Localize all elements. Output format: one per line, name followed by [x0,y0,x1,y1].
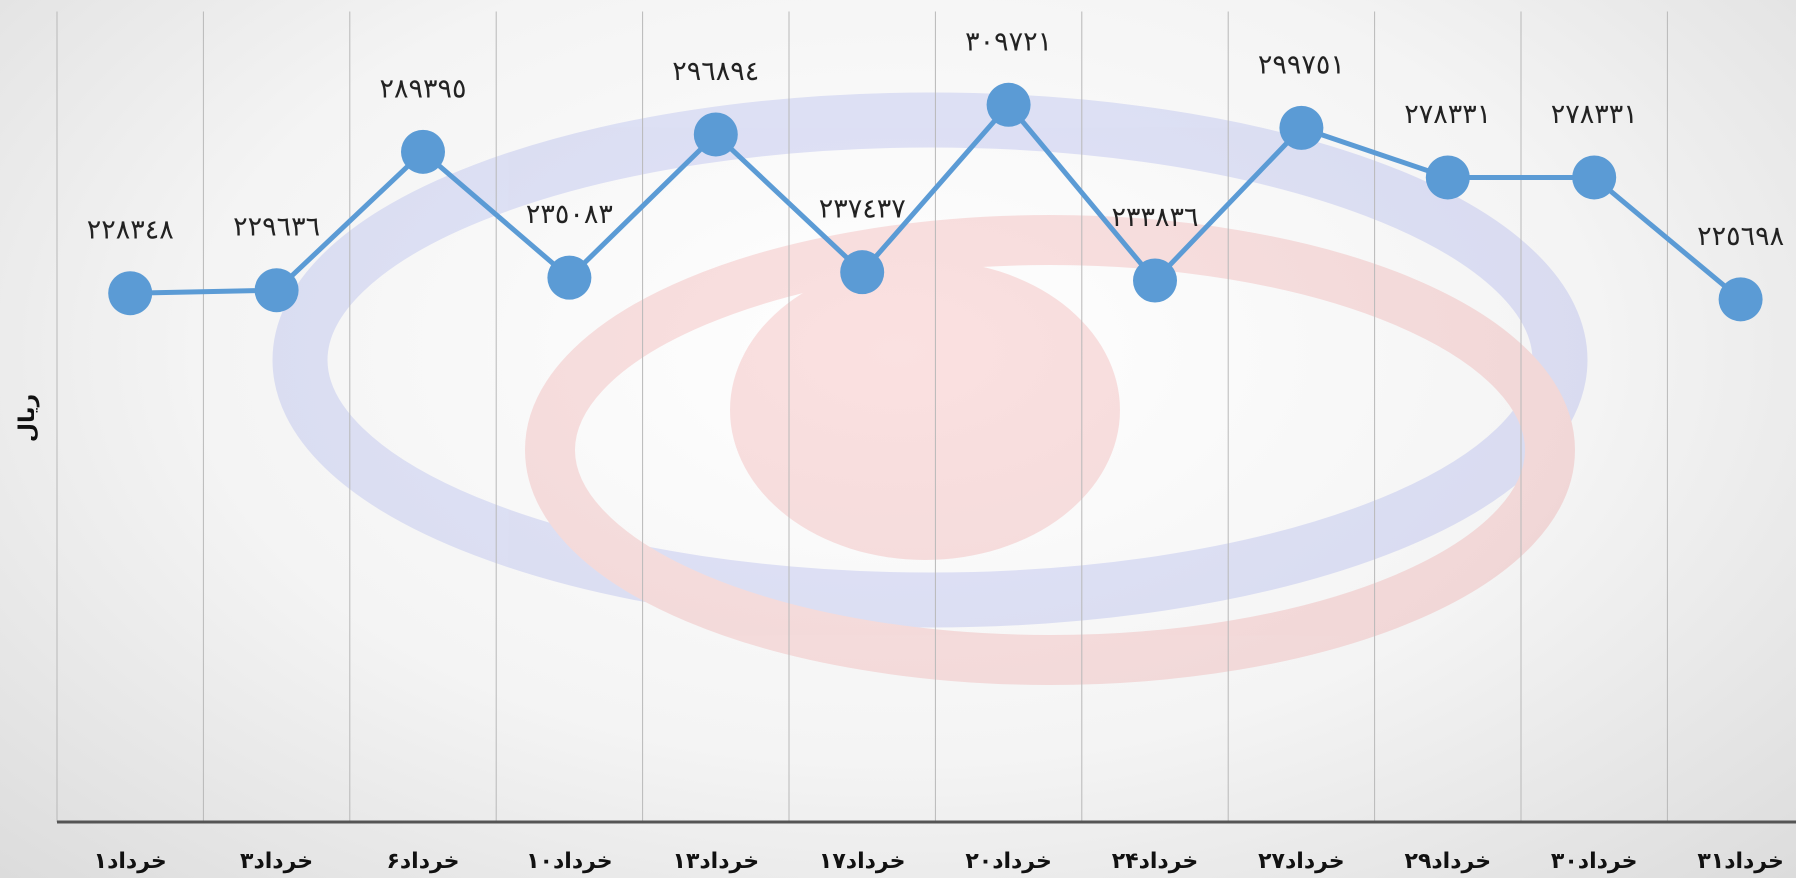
x-tick-label: ۱۷خرداد [819,849,906,874]
x-tick-label: ۲۹خرداد [1405,849,1492,874]
x-tick-label: ۱خرداد [94,849,167,874]
data-label: ٢٣٥٠٨٣ [526,199,613,230]
x-tick-label: ۱۳خرداد [673,849,760,874]
x-tick-label: ۳۱خرداد [1697,849,1784,874]
point [547,255,592,300]
point [401,129,445,174]
point [1572,155,1617,200]
point [108,271,153,316]
line [130,102,1743,302]
watermark-logo [272,92,1588,685]
point [254,268,299,313]
data-label: ٢٧٨٣٣١ [1404,99,1491,130]
x-tick-label: ۲۴خرداد [1112,849,1199,874]
data-label: ٢٧٨٣٣١ [1551,99,1638,130]
point [1133,258,1177,303]
data-label: ٢٢٩٦٣٦ [233,212,320,243]
point [840,250,885,295]
point [1718,277,1763,322]
x-tick-label: ۳خرداد [240,849,313,874]
x-tick-label: ۳۰خرداد [1551,849,1638,874]
data-label: ٢٨٩٣٩٥ [379,73,466,104]
y-axis-label: ریال [15,394,40,442]
data-label: ٢٩٩٧٥١ [1258,49,1345,80]
x-tick-label: ۱۰خرداد [526,849,613,874]
data-label: ٣٠٩٧٢١ [965,26,1052,57]
data-label: ٢٢٥٦٩٨ [1697,221,1784,252]
point [986,82,1031,127]
data-label: ٢٢٨٣٤٨ [87,215,174,246]
data-label: ٢٣٧٤٣٧ [819,194,906,225]
x-tick-label: ۲۷خرداد [1258,849,1345,874]
data-label: ٢٩٦٨٩٤ [672,56,759,87]
data-label: ٢٣٣٨٣٦ [1111,202,1198,233]
point [693,112,738,157]
x-tick-label: ۲۰خرداد [965,849,1052,874]
x-tick-label: ۶خرداد [386,849,459,874]
point [1425,155,1470,200]
point [1279,105,1324,150]
